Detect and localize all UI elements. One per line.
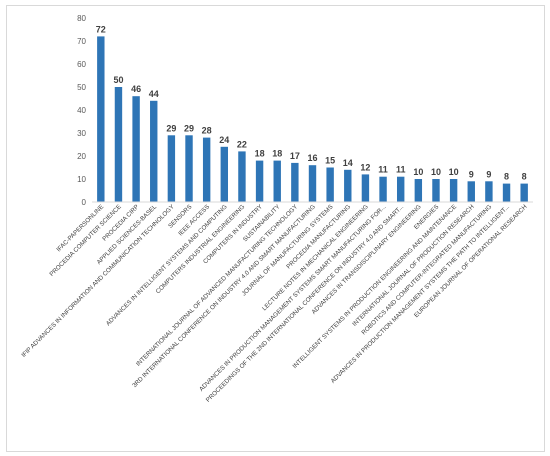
y-tick-label: 60 <box>77 60 86 69</box>
y-tick-label: 80 <box>77 14 86 23</box>
bar <box>114 87 123 202</box>
bar <box>485 181 493 202</box>
bar <box>396 176 405 202</box>
data-label: 10 <box>431 167 441 177</box>
data-label: 8 <box>504 172 509 182</box>
data-label: 10 <box>449 167 459 177</box>
bar <box>432 179 440 202</box>
data-label: 17 <box>290 151 300 161</box>
data-label: 11 <box>396 165 406 175</box>
data-label: 28 <box>202 126 212 136</box>
data-label: 16 <box>307 153 317 163</box>
data-label: 50 <box>113 75 123 85</box>
data-label: 9 <box>486 169 491 179</box>
y-tick-label: 70 <box>77 37 86 46</box>
data-label: 10 <box>413 167 423 177</box>
bar <box>326 167 334 202</box>
data-label: 9 <box>469 169 474 179</box>
bar <box>167 135 176 202</box>
bar <box>291 162 299 202</box>
bar <box>238 151 246 202</box>
data-label: 24 <box>219 135 229 145</box>
bar <box>202 137 211 202</box>
bar <box>150 100 158 202</box>
bar <box>97 36 105 203</box>
bar <box>273 160 281 202</box>
y-tick-label: 40 <box>77 106 86 115</box>
bar <box>449 179 458 202</box>
data-label: 29 <box>166 123 176 133</box>
y-tick-label: 30 <box>77 129 86 138</box>
data-label: 15 <box>325 156 335 166</box>
bar <box>414 179 423 202</box>
bar <box>308 165 317 202</box>
data-label: 14 <box>343 158 353 168</box>
data-label: 22 <box>237 139 247 149</box>
y-axis: 0 10 20 30 40 50 60 70 80 <box>77 14 86 207</box>
bars <box>97 36 528 203</box>
data-label: 44 <box>149 89 159 99</box>
bar <box>379 176 387 202</box>
bar <box>185 135 193 202</box>
bar <box>467 181 475 202</box>
data-label: 18 <box>255 149 265 159</box>
y-tick-label: 0 <box>82 198 87 207</box>
bar <box>520 183 528 202</box>
bar <box>132 96 140 202</box>
y-tick-label: 50 <box>77 83 86 92</box>
data-label: 18 <box>272 149 282 159</box>
data-label: 8 <box>522 172 527 182</box>
bar <box>502 183 511 202</box>
data-label: 46 <box>131 84 141 94</box>
bar <box>220 146 229 202</box>
bar <box>255 160 264 202</box>
data-labels: 72 50 46 44 29 29 28 24 22 18 18 17 16 15 14 12 11 11 10 10… <box>96 24 527 181</box>
y-tick-label: 10 <box>77 175 86 184</box>
data-label: 12 <box>360 162 370 172</box>
chart-frame <box>6 5 545 452</box>
bar <box>344 169 352 202</box>
bar <box>361 174 370 202</box>
y-tick-label: 20 <box>77 152 86 161</box>
data-label: 29 <box>184 123 194 133</box>
data-label: 11 <box>378 165 388 175</box>
data-label: 72 <box>96 24 106 34</box>
